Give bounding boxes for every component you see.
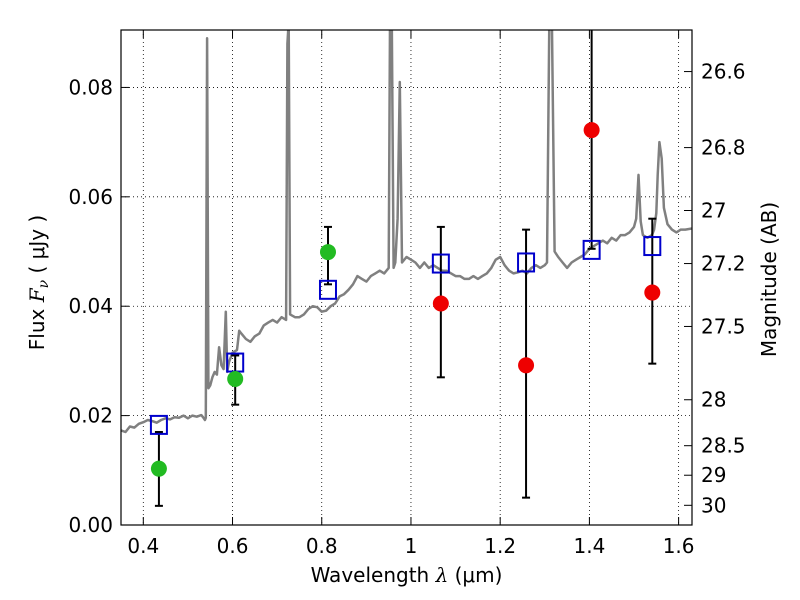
x-tick-label: 0.8 [306,534,338,558]
observed-nondetections-marker [432,295,449,312]
observed-nondetections-marker [518,357,535,374]
model-bandpass-fluxes-marker [643,236,662,257]
x-axis-label: Wavelength λ (μm) [311,563,503,587]
axes: 0.4 0.6 0.8 1 1.2 1.4 1.6 0.00 0.02 0.04 0.06 0.08 2… [68,30,746,558]
y2-tick-label: 27.2 [701,252,746,276]
x-tick-label: 1.6 [663,534,695,558]
y-tick-label: 0.00 [68,513,113,537]
y-axis-label: Flux Fν ( μJy ) [25,215,52,350]
data-markers [149,122,662,477]
y2-tick-label: 26.6 [701,60,746,84]
model-spectrum-line [121,30,692,434]
model-bandpass-fluxes-marker [517,252,536,273]
x-tick-label: 1.4 [573,534,605,558]
x-tick-label: 1 [405,534,418,558]
y2-tick-label: 30 [701,493,726,517]
y-tick-label: 0.04 [68,294,113,318]
y-tick-label: 0.06 [68,185,113,209]
plot-area [121,30,692,507]
grid-lines [121,30,692,526]
x-tick-label: 0.6 [217,534,249,558]
x-tick-label: 0.4 [127,534,159,558]
y-tick-label: 0.02 [68,404,113,428]
plot-frame [120,29,693,526]
observed-nondetections-marker [644,284,661,301]
observed-detections-marker [150,460,167,477]
observed-detections-marker [227,370,244,387]
error-bars [154,30,657,507]
model-bandpass-fluxes-marker [582,239,601,260]
y2-tick-label: 27.5 [701,314,746,338]
observed-detections-marker [319,244,336,261]
observed-nondetections-marker [583,122,600,139]
y2-tick-label: 28.5 [701,434,746,458]
y2-tick-label: 28 [701,388,726,412]
y2-axis-label: Magnitude (AB) [757,202,781,357]
y-tick-label: 0.08 [68,75,113,99]
y2-tick-label: 27 [701,198,726,222]
model-bandpass-fluxes-marker [149,414,168,435]
x-tick-label: 1.2 [484,534,516,558]
y2-tick-label: 26.8 [701,136,746,160]
model-bandpass-fluxes-marker [318,279,337,300]
y2-tick-label: 29 [701,463,726,487]
model-bandpass-fluxes-marker [431,253,450,274]
